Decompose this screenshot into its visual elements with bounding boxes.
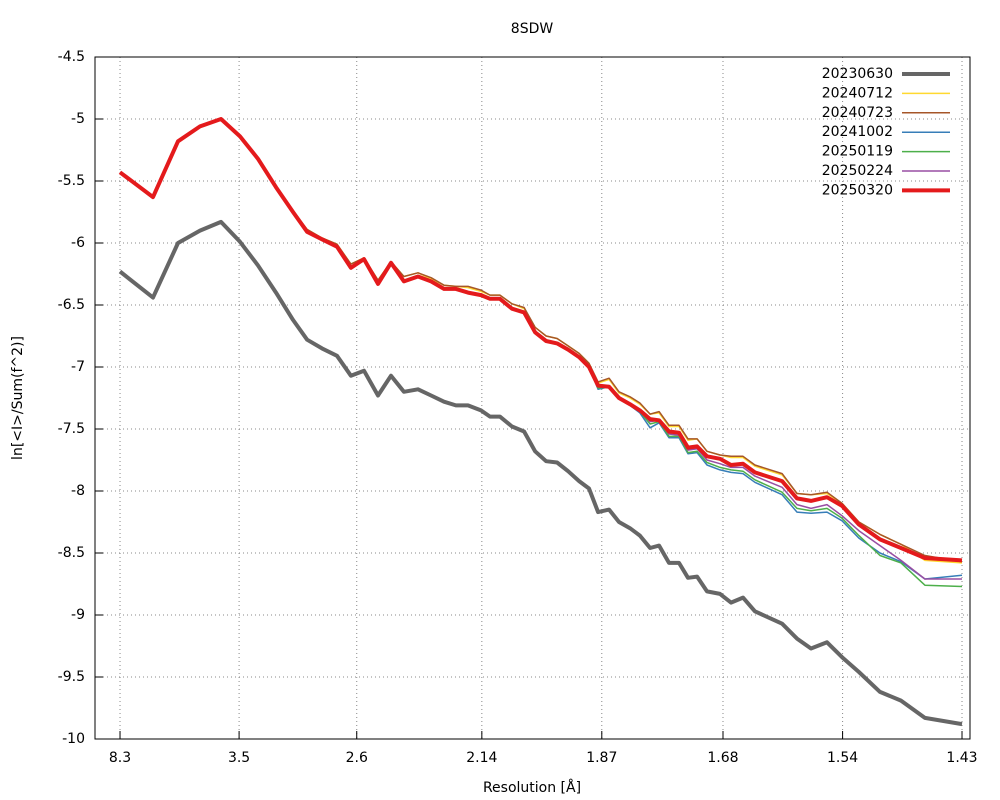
- x-tick-label: 2.6: [346, 750, 368, 766]
- legend-label: 20240712: [822, 85, 893, 101]
- y-tick-label: -7.5: [58, 421, 85, 437]
- y-tick-label: -7: [71, 359, 85, 375]
- series-line: [118, 219, 963, 727]
- x-tick-label: 3.5: [228, 750, 250, 766]
- y-tick-label: -9.5: [58, 669, 85, 685]
- x-tick-label: 1.43: [946, 750, 977, 766]
- y-tick-label: -5.5: [58, 173, 85, 189]
- legend-label: 20241002: [822, 124, 893, 140]
- chart-title: 8SDW: [511, 21, 554, 37]
- legend-label: 20250224: [822, 163, 893, 179]
- y-tick-label: -10: [62, 731, 85, 747]
- legend-label: 20240723: [822, 105, 893, 121]
- x-tick-label: 1.68: [707, 750, 738, 766]
- legend-label: 20250119: [822, 144, 893, 160]
- x-tick-label: 8.3: [109, 750, 131, 766]
- x-tick-label: 1.87: [586, 750, 617, 766]
- x-tick-label: 1.54: [827, 750, 858, 766]
- y-tick-label: -8.5: [58, 545, 85, 561]
- y-tick-label: -5: [71, 111, 85, 127]
- y-axis-label: ln[<I>/Sum(f^2)]: [10, 336, 26, 460]
- y-tick-label: -4.5: [58, 49, 85, 65]
- x-tick-label: 2.14: [466, 750, 497, 766]
- plot-frame: [94, 56, 971, 740]
- y-tick-label: -9: [71, 607, 85, 623]
- legend-label: 20250320: [822, 182, 893, 198]
- y-tick-label: -8: [71, 483, 85, 499]
- legend-label: 20230630: [822, 66, 893, 82]
- x-axis-label: Resolution [Å]: [483, 779, 581, 796]
- series-line: [118, 117, 963, 563]
- y-tick-label: -6.5: [58, 297, 85, 313]
- y-tick-label: -6: [71, 235, 85, 251]
